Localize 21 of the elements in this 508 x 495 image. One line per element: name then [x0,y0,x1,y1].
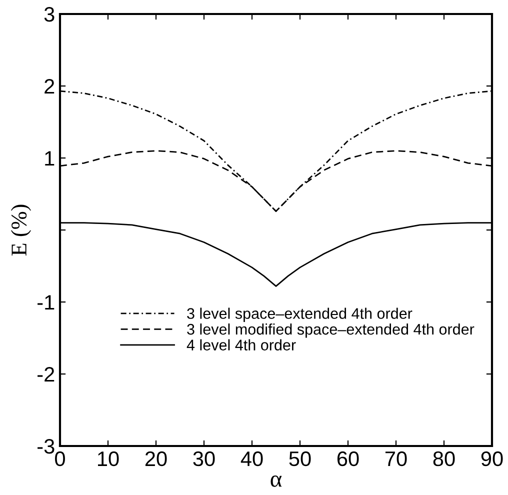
x-tick-label: 10 [98,451,119,466]
y-tick-label: 2 [44,79,54,94]
x-tick-label: 30 [193,451,215,466]
x-tick-label: 50 [289,451,311,466]
y-tick-label: -1 [38,295,54,310]
legend-label: 3 level modified space–extended 4th order [187,323,474,338]
y-tick-label: -3 [38,439,54,454]
x-tick-label: 40 [240,451,263,466]
y-axis-title: E (%) [10,204,32,256]
y-tick-label: 3 [44,7,54,22]
x-tick-label: 20 [145,451,167,466]
legend-label: 3 level space–extended 4th order [187,308,412,322]
legend-label: 4 level 4th order [186,339,296,350]
x-axis-title: α [270,476,282,487]
y-tick-label: -2 [38,367,54,382]
x-tick-label: 70 [385,451,407,466]
x-tick-label: 90 [481,451,503,466]
x-tick-label: 0 [55,451,65,466]
x-tick-label: 80 [433,451,455,466]
y-tick-label: 1 [45,151,54,166]
x-tick-label: 60 [337,451,359,466]
